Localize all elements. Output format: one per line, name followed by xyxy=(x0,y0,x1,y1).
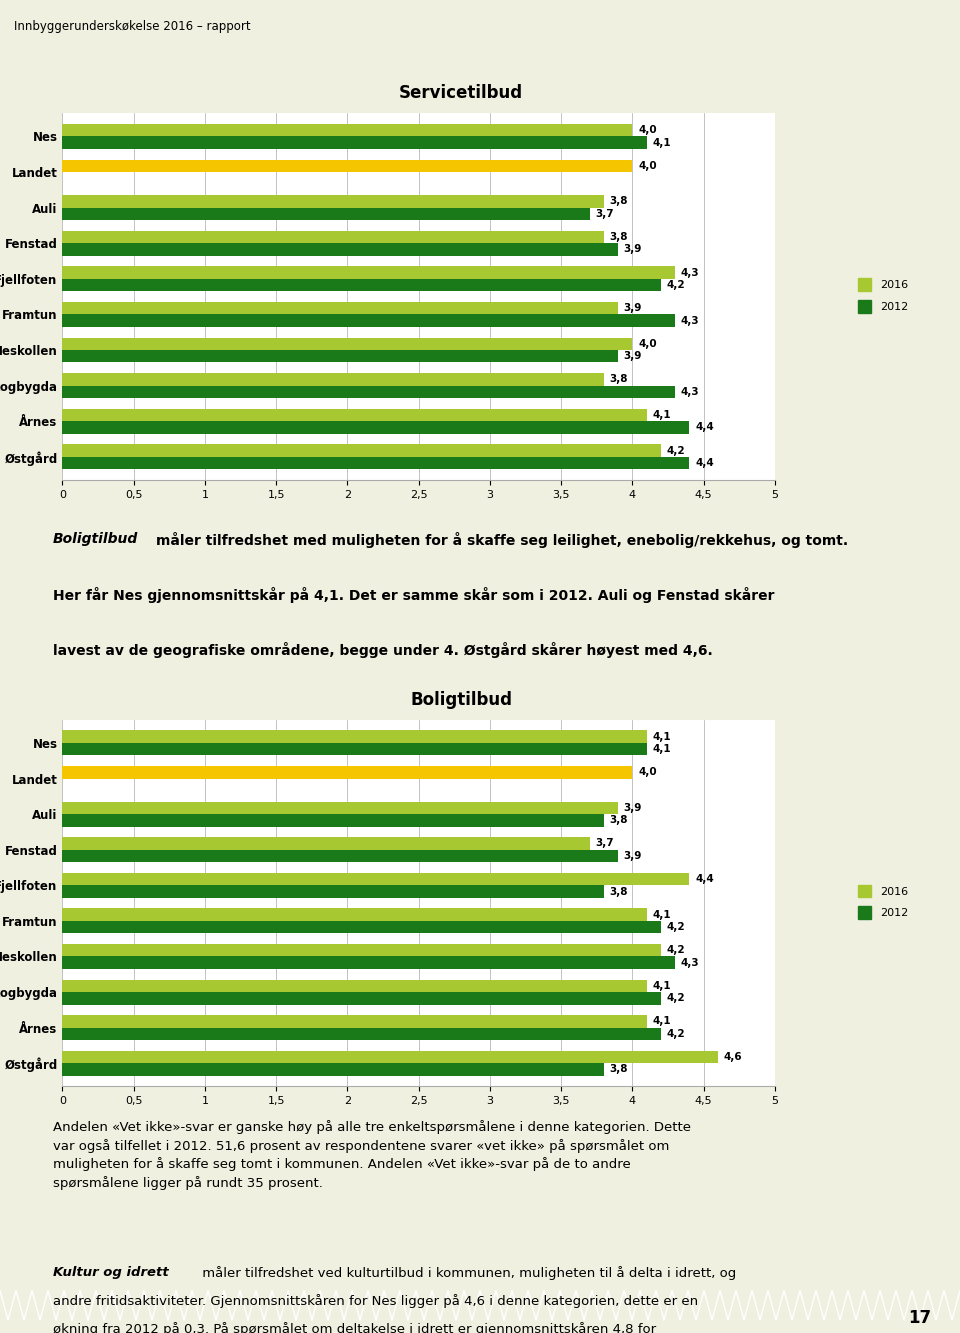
Bar xyxy=(62,444,660,457)
Text: 4,4: 4,4 xyxy=(695,874,714,884)
Bar xyxy=(62,1064,604,1076)
Text: Her får Nes gjennomsnittskår på 4,1. Det er samme skår som i 2012. Auli og Fenst: Her får Nes gjennomsnittskår på 4,1. Det… xyxy=(53,587,775,603)
Text: 3,8: 3,8 xyxy=(610,1065,628,1074)
Bar xyxy=(62,742,647,756)
Text: 4,1: 4,1 xyxy=(652,732,671,741)
Text: 4,2: 4,2 xyxy=(666,280,685,291)
Bar xyxy=(62,124,633,136)
Bar xyxy=(62,944,660,957)
Bar xyxy=(62,231,604,243)
Bar xyxy=(62,373,604,385)
Text: 4,1: 4,1 xyxy=(652,411,671,420)
Text: 3,8: 3,8 xyxy=(610,196,628,207)
Text: 4,1: 4,1 xyxy=(652,909,671,920)
Bar xyxy=(62,814,604,826)
Text: Andelen «Vet ikke»-svar er ganske høy på alle tre enkeltspørsmålene i denne kate: Andelen «Vet ikke»-svar er ganske høy på… xyxy=(53,1120,691,1190)
Bar xyxy=(62,766,633,778)
Text: Boligtilbud: Boligtilbud xyxy=(410,690,512,709)
Bar xyxy=(62,457,689,469)
Bar xyxy=(62,267,675,279)
Text: 4,0: 4,0 xyxy=(638,768,657,777)
Bar xyxy=(62,980,647,992)
Text: 3,8: 3,8 xyxy=(610,232,628,243)
Bar xyxy=(62,1028,660,1040)
Bar xyxy=(62,1016,647,1028)
Bar xyxy=(62,385,675,399)
Text: 3,9: 3,9 xyxy=(624,802,642,813)
Bar xyxy=(62,921,660,933)
Bar xyxy=(62,909,647,921)
Text: 4,3: 4,3 xyxy=(681,387,700,397)
Text: 3,8: 3,8 xyxy=(610,375,628,384)
Bar xyxy=(62,195,604,208)
Text: måler tilfredshet med muligheten for å skaffe seg leilighet, enebolig/rekkehus, : måler tilfredshet med muligheten for å s… xyxy=(156,532,848,548)
Text: Innbyggerunderskøkelse 2016 – rapport: Innbyggerunderskøkelse 2016 – rapport xyxy=(14,20,251,33)
Text: 3,8: 3,8 xyxy=(610,816,628,825)
Text: måler tilfredshet ved kulturtilbud i kommunen, muligheten til å delta i idrett, : måler tilfredshet ved kulturtilbud i kom… xyxy=(198,1266,736,1280)
Bar xyxy=(62,208,589,220)
Text: 4,3: 4,3 xyxy=(681,316,700,325)
Text: Servicetilbud: Servicetilbud xyxy=(399,84,523,103)
Text: 3,8: 3,8 xyxy=(610,886,628,897)
Text: 4,2: 4,2 xyxy=(666,1029,685,1038)
Bar xyxy=(62,849,618,862)
Bar xyxy=(62,303,618,315)
Bar xyxy=(62,730,647,742)
Text: 3,9: 3,9 xyxy=(624,850,642,861)
Text: Boligtilbud: Boligtilbud xyxy=(53,532,138,545)
Text: 17: 17 xyxy=(908,1309,931,1328)
Bar xyxy=(62,315,675,327)
Text: 3,9: 3,9 xyxy=(624,244,642,255)
Text: 3,7: 3,7 xyxy=(595,209,613,219)
Bar xyxy=(62,837,589,849)
Text: økning fra 2012 på 0,3. På spørsmålet om deltakelse i idrett er gjennomsnittskår: økning fra 2012 på 0,3. På spørsmålet om… xyxy=(53,1322,656,1333)
Text: 4,0: 4,0 xyxy=(638,125,657,135)
Text: 4,0: 4,0 xyxy=(638,339,657,349)
Text: 4,1: 4,1 xyxy=(652,981,671,990)
Text: 4,1: 4,1 xyxy=(652,137,671,148)
Bar xyxy=(62,279,660,291)
Bar xyxy=(62,160,633,172)
Bar xyxy=(62,885,604,897)
Text: 4,4: 4,4 xyxy=(695,459,714,468)
Legend: 2016, 2012: 2016, 2012 xyxy=(854,881,912,922)
Text: 4,0: 4,0 xyxy=(638,161,657,171)
Text: lavest av de geografiske områdene, begge under 4. Østgård skårer høyest med 4,6.: lavest av de geografiske områdene, begge… xyxy=(53,643,712,659)
Bar xyxy=(62,421,689,433)
Text: 4,4: 4,4 xyxy=(695,423,714,432)
Text: andre fritidsaktiviteter. Gjennomsnittskåren for Nes ligger på 4,6 i denne kateg: andre fritidsaktiviteter. Gjennomsnittsk… xyxy=(53,1294,698,1308)
Text: 4,2: 4,2 xyxy=(666,445,685,456)
Text: 4,1: 4,1 xyxy=(652,1017,671,1026)
Text: 3,9: 3,9 xyxy=(624,351,642,361)
Bar xyxy=(62,957,675,969)
Text: 4,2: 4,2 xyxy=(666,922,685,932)
Text: 3,7: 3,7 xyxy=(595,838,613,849)
Bar xyxy=(62,873,689,885)
Text: 4,3: 4,3 xyxy=(681,957,700,968)
Text: 4,3: 4,3 xyxy=(681,268,700,277)
Text: 4,2: 4,2 xyxy=(666,993,685,1004)
Bar xyxy=(62,1050,718,1064)
Text: Kultur og idrett: Kultur og idrett xyxy=(53,1266,169,1280)
Text: 4,2: 4,2 xyxy=(666,945,685,956)
Legend: 2016, 2012: 2016, 2012 xyxy=(854,275,912,316)
Bar xyxy=(62,801,618,814)
Bar xyxy=(62,992,660,1005)
Bar xyxy=(62,409,647,421)
Text: 3,9: 3,9 xyxy=(624,303,642,313)
Bar xyxy=(62,337,633,351)
Text: 4,1: 4,1 xyxy=(652,744,671,754)
Bar xyxy=(62,351,618,363)
Text: 4,6: 4,6 xyxy=(724,1052,742,1062)
Bar xyxy=(62,136,647,149)
Bar xyxy=(62,243,618,256)
